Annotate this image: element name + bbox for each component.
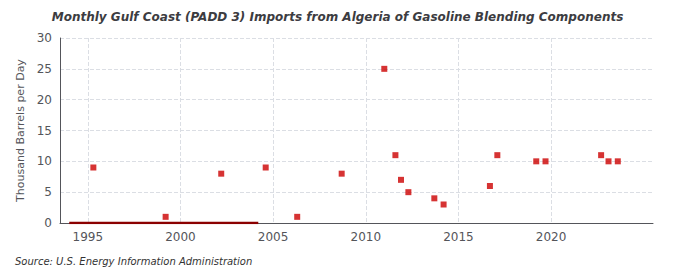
- svg-text:2015: 2015: [443, 230, 474, 244]
- svg-text:25: 25: [37, 62, 52, 76]
- svg-text:2010: 2010: [350, 230, 381, 244]
- svg-text:5: 5: [44, 185, 52, 199]
- svg-text:2000: 2000: [165, 230, 196, 244]
- svg-text:Source: U.S. Energy Informatio: Source: U.S. Energy Information Administ…: [15, 256, 252, 267]
- svg-text:10: 10: [37, 154, 52, 168]
- svg-text:Monthly Gulf Coast (PADD 3) Im: Monthly Gulf Coast (PADD 3) Imports from…: [52, 10, 624, 24]
- svg-text:Thousand Barrels per Day: Thousand Barrels per Day: [14, 59, 27, 203]
- svg-text:2005: 2005: [258, 230, 289, 244]
- svg-text:30: 30: [37, 31, 52, 45]
- svg-text:2020: 2020: [536, 230, 567, 244]
- svg-text:1995: 1995: [73, 230, 104, 244]
- svg-text:15: 15: [37, 124, 52, 138]
- svg-text:0: 0: [44, 216, 52, 230]
- svg-text:20: 20: [37, 93, 52, 107]
